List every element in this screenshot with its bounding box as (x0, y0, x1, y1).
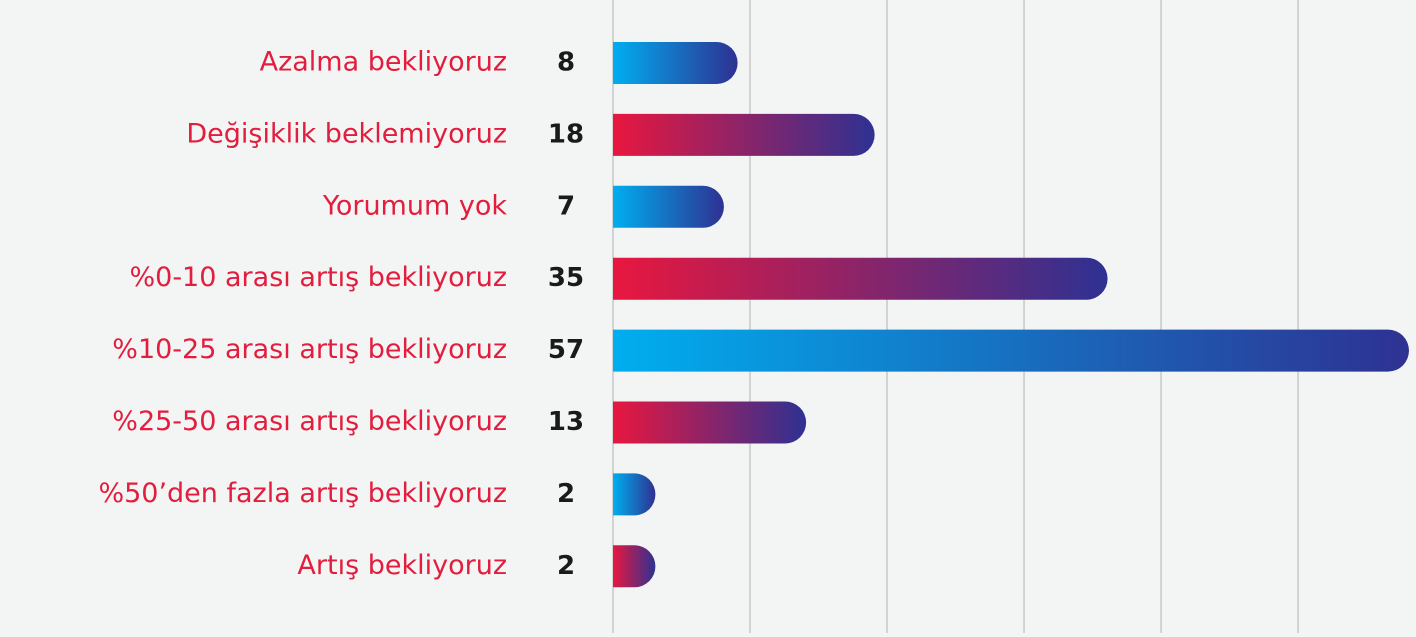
bar (613, 185, 724, 228)
value-label: 57 (548, 335, 584, 365)
category-label: Değişiklik beklemiyoruz (186, 118, 507, 149)
category-label: %0-10 arası artış bekliyoruz (129, 262, 507, 293)
bar (613, 401, 807, 444)
bar (613, 257, 1108, 300)
bar (613, 545, 656, 588)
value-label: 2 (557, 479, 575, 509)
bar (613, 42, 738, 84)
bar (613, 473, 656, 516)
value-label: 7 (557, 191, 575, 221)
category-label: Azalma bekliyoruz (260, 47, 507, 78)
value-label: 18 (548, 119, 584, 149)
category-label: Artış bekliyoruz (297, 550, 507, 581)
bar (613, 113, 875, 156)
bar (613, 329, 1409, 372)
category-label: %25-50 arası artış bekliyoruz (112, 406, 507, 437)
value-label: 2 (557, 551, 575, 581)
value-label: 13 (548, 407, 584, 437)
category-label: %50’den fazla artış bekliyoruz (98, 478, 507, 509)
category-label: Yorumum yok (322, 190, 507, 221)
value-label: 8 (557, 48, 575, 78)
category-label: %10-25 arası artış bekliyoruz (112, 334, 507, 365)
value-label: 35 (548, 263, 584, 293)
